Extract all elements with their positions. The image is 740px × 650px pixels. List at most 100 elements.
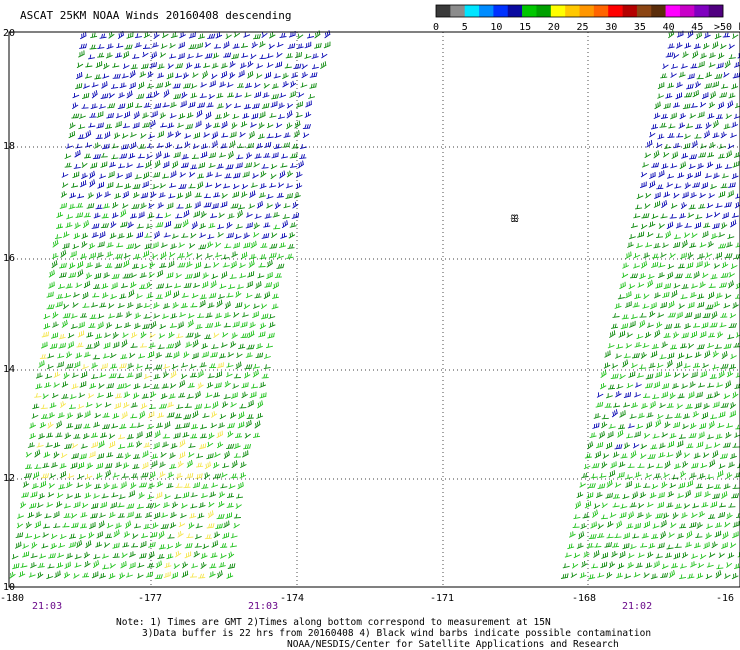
colorbar-swatch [550,5,566,17]
wind-barb [682,460,689,468]
wind-barb [189,513,197,519]
wind-barb [166,272,174,279]
wind-barb [235,503,242,509]
wind-barb [142,122,150,128]
wind-barb [35,511,42,518]
wind-barb [181,561,189,569]
wind-barb [71,453,79,459]
wind-barb [735,372,740,378]
wind-barb [85,262,93,269]
wind-barb [206,523,215,529]
wind-barb [690,63,698,69]
wind-barb [667,43,675,49]
wind-barb [118,363,127,369]
wind-barb [289,90,297,98]
colorbar-label: 35 [634,22,646,33]
wind-barb [204,334,212,340]
wind-barb [697,111,705,118]
wind-barb [205,182,213,188]
wind-barb [584,501,592,509]
wind-barb [203,193,211,199]
wind-barb [720,402,729,408]
wind-barb [69,533,77,539]
wind-barb [110,294,117,300]
lon-label-180: -180 [0,593,24,604]
wind-barb [597,523,604,530]
wind-barb [233,443,241,450]
wind-barb [91,82,99,88]
wind-barb [122,123,130,129]
wind-barb [169,383,177,389]
wind-barb [148,203,155,209]
wind-barb [89,162,98,169]
wind-barb [111,201,119,209]
wind-barb [668,123,676,129]
wind-barb [702,42,710,50]
wind-barb [611,363,619,369]
wind-barb [93,493,100,499]
wind-barb [178,113,186,120]
wind-barb [735,193,740,199]
wind-barb [251,113,259,120]
wind-barb [123,391,131,398]
wind-barb [135,363,143,369]
colorbar-swatch [694,5,709,17]
wind-barb [258,262,266,268]
wind-barb [249,391,257,399]
wind-barb [668,532,675,538]
wind-barb [737,53,740,59]
wind-barb [604,350,611,358]
island-marker: ꕥ [510,214,519,225]
wind-barb [65,283,73,289]
wind-barb [188,44,197,50]
wind-barb [100,161,108,168]
wind-barb [266,259,273,268]
wind-barb [579,482,586,488]
wind-barb [655,419,662,428]
wind-barb [718,552,725,559]
wind-barb [163,571,171,579]
wind-barb [668,30,675,39]
wind-barb [642,303,650,309]
wind-barb [132,122,140,129]
wind-barb [226,292,234,298]
wind-barb [685,403,693,409]
wind-barb [691,553,699,559]
wind-barb [670,112,677,120]
wind-barb [226,221,233,229]
wind-barb [220,472,228,478]
wind-barb [677,172,685,179]
wind-barb [684,133,691,140]
wind-barb [100,223,109,229]
wind-barb [728,322,737,328]
wind-barb [635,243,643,249]
wind-barb [97,313,105,319]
wind-barb [643,483,651,488]
wind-barb [643,393,651,399]
wind-barb [222,532,230,539]
wind-barb [130,331,138,339]
wind-barb [188,443,196,448]
wind-barb [595,492,603,499]
wind-barb [110,483,118,490]
wind-barb [652,433,660,439]
wind-barb [62,242,70,250]
wind-barb [278,102,285,109]
wind-barb [85,272,93,280]
wind-barb [285,53,293,59]
wind-barb [226,572,234,579]
wind-barb [302,123,311,130]
wind-barb [281,153,288,159]
wind-barb [648,221,656,228]
wind-barb [140,402,148,410]
wind-barb [80,312,88,318]
wind-barb [674,183,682,189]
wind-barb [56,361,64,368]
wind-barb [100,152,108,158]
wind-barb [83,83,90,89]
wind-barb [106,251,113,258]
wind-barb [103,272,110,279]
wind-barb [299,153,307,160]
wind-barb [137,562,145,568]
wind-barb [627,553,635,559]
